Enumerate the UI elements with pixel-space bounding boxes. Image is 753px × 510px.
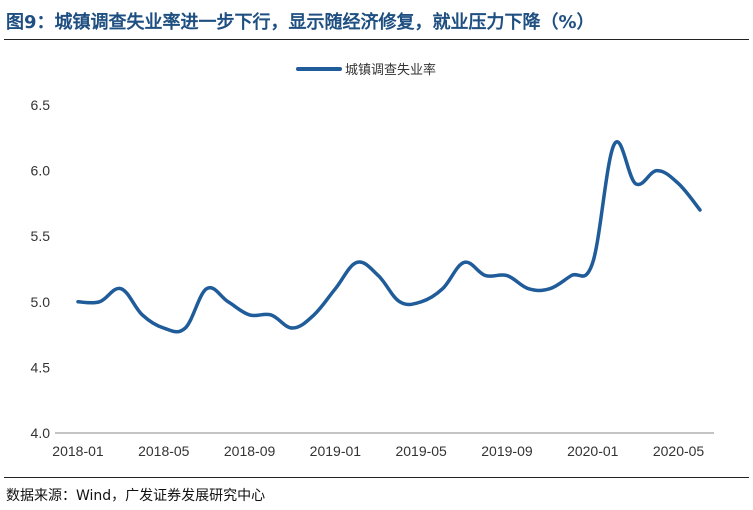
x-axis: 2018-01 2018-05 2018-09 2019-01 2019-05 2019-… xyxy=(52,432,714,459)
chart-title: 图9：城镇调查失业率进一步下行，显示随经济修复，就业压力下降（%） xyxy=(6,12,595,33)
source-note: 数据来源：Wind，广发证券发展研究中心 xyxy=(6,488,266,504)
legend: 城镇调查失业率 xyxy=(296,62,436,78)
y-axis: 4.0 4.5 5.0 5.5 6.0 6.5 xyxy=(31,97,51,441)
y-tick-label: 5.0 xyxy=(31,294,51,310)
legend-label: 城镇调查失业率 xyxy=(345,62,436,78)
x-tick-label: 2019-01 xyxy=(310,443,362,459)
x-tick-label: 2018-01 xyxy=(52,443,104,459)
y-tick-label: 6.5 xyxy=(31,97,51,113)
series-line-unemployment xyxy=(76,140,702,334)
line-chart: 4.0 4.5 5.0 5.5 6.0 6.5 2018-01 2018-05 2018-09… xyxy=(31,62,714,459)
y-tick-label: 6.0 xyxy=(31,163,51,179)
top-rule xyxy=(4,39,749,40)
y-tick-label: 4.0 xyxy=(31,425,51,441)
y-tick-label: 5.5 xyxy=(31,228,51,244)
x-tick-label: 2018-09 xyxy=(224,443,276,459)
x-tick-label: 2020-05 xyxy=(653,443,705,459)
x-tick-label: 2019-09 xyxy=(481,443,533,459)
x-tick-label: 2020-01 xyxy=(567,443,619,459)
x-tick-label: 2018-05 xyxy=(138,443,190,459)
bottom-rule xyxy=(4,477,749,478)
y-tick-label: 4.5 xyxy=(31,359,51,375)
x-tick-label: 2019-05 xyxy=(395,443,447,459)
